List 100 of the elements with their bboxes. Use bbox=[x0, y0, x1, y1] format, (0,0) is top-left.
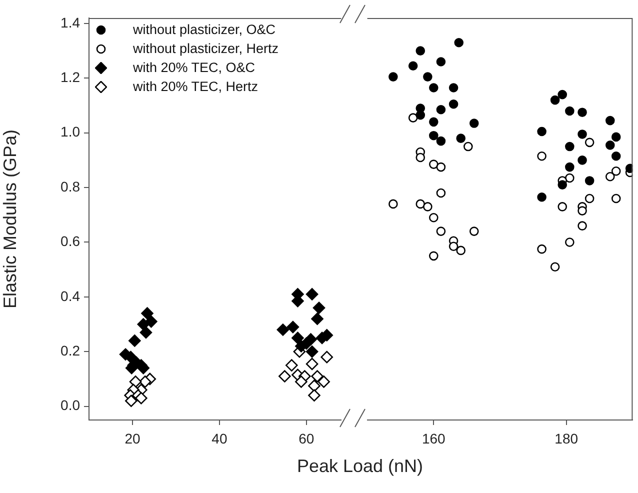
x-tick-label: 60 bbox=[298, 430, 314, 446]
point bbox=[308, 389, 320, 402]
y-tick-label: 1.4 bbox=[60, 14, 80, 30]
point bbox=[578, 221, 587, 230]
point bbox=[611, 166, 621, 176]
y-tick-label: 1.2 bbox=[60, 69, 80, 86]
point bbox=[464, 142, 473, 152]
point bbox=[605, 172, 615, 182]
y-tick-label: 0.4 bbox=[60, 288, 80, 304]
y-tick-label: 0.6 bbox=[60, 233, 80, 250]
point bbox=[278, 370, 291, 382]
point bbox=[456, 134, 466, 143]
point bbox=[537, 192, 546, 202]
point bbox=[276, 324, 290, 336]
point bbox=[605, 116, 615, 126]
point bbox=[306, 358, 318, 370]
point bbox=[611, 194, 621, 204]
point bbox=[138, 376, 152, 388]
point bbox=[429, 251, 438, 261]
point bbox=[565, 238, 574, 247]
point bbox=[558, 202, 568, 212]
point bbox=[128, 334, 141, 347]
point bbox=[295, 376, 308, 388]
point bbox=[584, 194, 594, 204]
point bbox=[135, 392, 148, 404]
point bbox=[408, 61, 418, 71]
point bbox=[416, 152, 426, 162]
legend-label: without plasticizer, Hertz bbox=[133, 40, 279, 58]
point bbox=[311, 370, 324, 382]
point bbox=[388, 199, 398, 209]
point bbox=[611, 151, 621, 161]
point bbox=[611, 132, 621, 142]
y-tick-label: 0.2 bbox=[60, 342, 80, 358]
point bbox=[304, 333, 317, 346]
point bbox=[448, 99, 458, 109]
point bbox=[469, 118, 479, 128]
point bbox=[429, 212, 438, 222]
point bbox=[423, 202, 432, 212]
point bbox=[448, 242, 458, 251]
point bbox=[429, 117, 438, 127]
point bbox=[436, 162, 446, 172]
point bbox=[578, 130, 587, 139]
point bbox=[456, 246, 466, 256]
point bbox=[308, 380, 320, 392]
point bbox=[306, 288, 318, 300]
point bbox=[565, 106, 574, 116]
point bbox=[550, 95, 560, 105]
point bbox=[408, 113, 418, 122]
point bbox=[429, 83, 438, 92]
x-axis-title: Peak Load (nN) bbox=[296, 456, 424, 477]
point bbox=[436, 57, 446, 66]
point bbox=[285, 359, 298, 372]
y-tick-label: 0.0 bbox=[60, 397, 80, 414]
point bbox=[537, 126, 546, 136]
point bbox=[125, 394, 138, 408]
y-axis-title: Elastic Modulus (GPa) bbox=[0, 129, 20, 309]
x-tick-label: 160 bbox=[422, 430, 446, 446]
point bbox=[423, 72, 432, 82]
point bbox=[141, 307, 154, 320]
point bbox=[578, 156, 587, 165]
point bbox=[578, 108, 587, 117]
y-tick-label: 1.0 bbox=[60, 124, 80, 140]
point bbox=[469, 226, 479, 236]
x-tick-label: 20 bbox=[124, 430, 140, 446]
point bbox=[584, 176, 594, 186]
point bbox=[320, 350, 333, 364]
point bbox=[436, 226, 446, 236]
point bbox=[129, 376, 142, 388]
x-tick-label: 40 bbox=[212, 430, 228, 446]
point bbox=[565, 162, 574, 172]
point bbox=[605, 140, 615, 150]
point bbox=[436, 136, 446, 146]
point bbox=[429, 130, 438, 140]
point bbox=[454, 38, 464, 48]
point bbox=[584, 138, 594, 148]
point bbox=[140, 326, 152, 339]
point bbox=[550, 262, 560, 272]
point bbox=[416, 46, 426, 56]
point bbox=[565, 142, 574, 152]
point bbox=[286, 320, 300, 334]
legend-label: without plasticizer, O&C bbox=[133, 21, 276, 39]
legend-label: with 20% TEC, Hertz bbox=[133, 78, 258, 96]
point bbox=[306, 345, 318, 358]
point bbox=[145, 315, 158, 328]
point bbox=[416, 199, 426, 209]
legend-label: with 20% TEC, O&C bbox=[133, 59, 256, 77]
point bbox=[448, 83, 458, 92]
point bbox=[537, 244, 546, 254]
point bbox=[312, 302, 326, 314]
point bbox=[416, 110, 426, 120]
point bbox=[537, 151, 546, 161]
point bbox=[388, 72, 398, 82]
x-tick-label: 180 bbox=[554, 430, 578, 446]
point bbox=[436, 188, 446, 198]
point bbox=[558, 180, 568, 190]
point bbox=[429, 160, 438, 169]
y-tick-label: 0.8 bbox=[60, 178, 80, 194]
point bbox=[565, 173, 574, 183]
point bbox=[292, 332, 304, 344]
point bbox=[318, 376, 330, 388]
